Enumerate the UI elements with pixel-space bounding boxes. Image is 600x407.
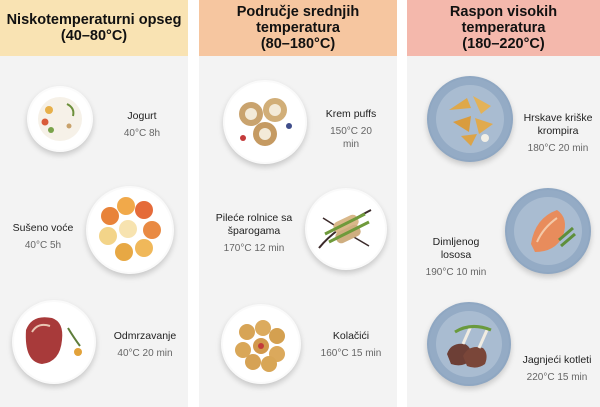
chicken-roll-plate-icon: [305, 188, 387, 270]
yogurt-label: Jogurt 40°C 8h: [123, 110, 161, 139]
cookies-label: Kolačići 160°C 15 min: [320, 330, 382, 359]
high-temperature-header: Raspon visokih temperatura (180–220°C): [407, 0, 600, 56]
lamb-chops-plate-icon: [427, 302, 511, 386]
potato-wedges-plate-icon: [427, 76, 513, 162]
lamb-chops-label: Jagnjeći kotleti 220°C 15 min: [522, 354, 592, 383]
smoked-salmon-label: Dimljenog lososa 190°C 10 min: [425, 236, 487, 278]
column-divider: [397, 0, 407, 407]
salmon-plate-icon: [505, 188, 591, 274]
medium-temperature-header: Područje srednjih temperatura (80–180°C): [199, 0, 397, 56]
low-temperature-column: Niskotemperaturni opseg (40–80°C) Jogurt…: [0, 0, 188, 407]
steak-plate-icon: [12, 300, 96, 384]
cookie-plate-icon: [221, 304, 301, 384]
chicken-rolls-label: Pileće rolnice sa šparogama 170°C 12 min: [215, 212, 293, 254]
dried-fruit-label: Sušeno voće 40°C 5h: [12, 222, 74, 251]
medium-temperature-column: Područje srednjih temperatura (80–180°C)…: [199, 0, 397, 407]
cream-puff-plate-icon: [223, 80, 307, 164]
potato-wedges-label: Hrskave kriške krompira 180°C 20 min: [523, 112, 593, 154]
defrost-label: Odmrzavanje 40°C 20 min: [113, 330, 177, 359]
high-temperature-column: Raspon visokih temperatura (180–220°C) H…: [407, 0, 600, 407]
dried-fruit-plate-icon: [86, 186, 174, 274]
column-divider: [188, 0, 199, 407]
yogurt-plate-icon: [27, 86, 93, 152]
low-temperature-header: Niskotemperaturni opseg (40–80°C): [0, 0, 188, 56]
cream-puffs-label: Krem puffs 150°C 20 min: [325, 108, 377, 150]
